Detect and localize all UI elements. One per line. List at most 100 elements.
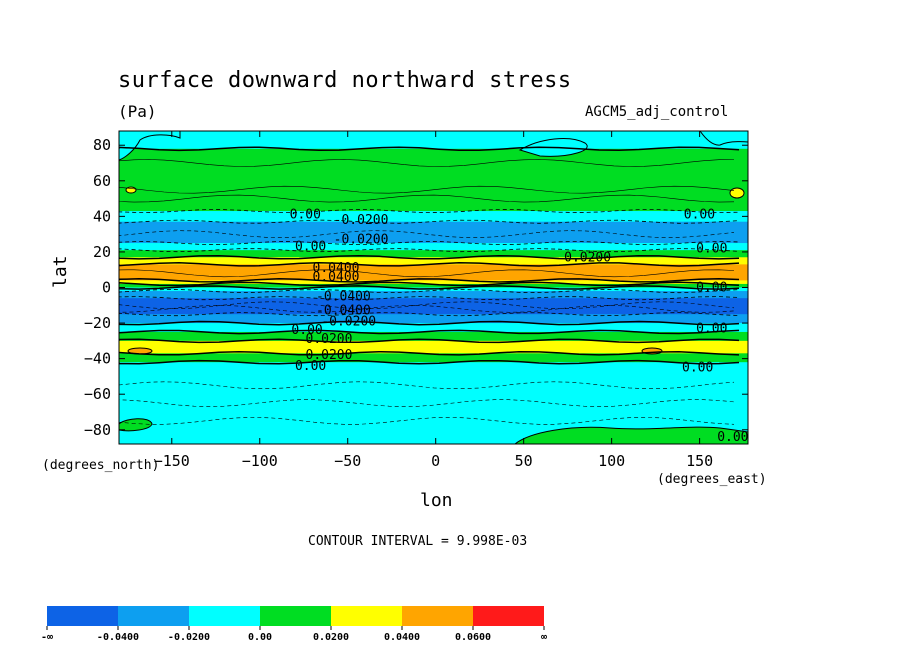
contour-label: -0.0200 bbox=[334, 232, 389, 247]
x-axis-label: lon bbox=[420, 490, 453, 511]
contour-label: 0.00 bbox=[290, 208, 321, 223]
contour-label: 0.0200 bbox=[306, 332, 353, 347]
y-tick-label: −20 bbox=[84, 314, 111, 332]
band-16 bbox=[119, 340, 748, 354]
band-8 bbox=[119, 280, 748, 285]
contour-thin-7 bbox=[119, 381, 735, 389]
contour-line-2 bbox=[119, 219, 740, 224]
contour-line-17 bbox=[119, 359, 740, 365]
contour-label: 0.0200 bbox=[306, 348, 353, 363]
contour-label: 0.00 bbox=[696, 321, 727, 336]
contour-label: 0.00 bbox=[717, 430, 748, 445]
band-1 bbox=[119, 148, 748, 212]
contour-line-9 bbox=[119, 285, 740, 290]
y-axis: 80 60 40 20 0 −20 −40 −60 −80 bbox=[84, 136, 748, 439]
contour-label: 0.00 bbox=[696, 281, 727, 296]
contour-line-15 bbox=[119, 338, 740, 344]
colorbar-swatch bbox=[260, 606, 331, 626]
contour-line-7 bbox=[119, 278, 740, 283]
blob-south-west-green bbox=[119, 418, 153, 432]
contour-line-11 bbox=[119, 296, 740, 301]
band-5 bbox=[119, 250, 748, 258]
contour-label: 0.00 bbox=[684, 208, 715, 223]
contour-thin-4 bbox=[119, 269, 735, 278]
contour-label: -0.0200 bbox=[321, 314, 376, 329]
y-tick-label: −80 bbox=[84, 421, 111, 439]
contour-label: 0.0200 bbox=[564, 250, 611, 265]
contour-line-8 bbox=[119, 281, 740, 287]
contour-blobs bbox=[119, 131, 748, 444]
contour-labels: 0.00 -0.0200-0.02000.000.02000.04000.0400… bbox=[290, 208, 748, 445]
x-tick-label: 100 bbox=[598, 452, 625, 470]
contour-thin-6 bbox=[119, 305, 735, 313]
band-3 bbox=[119, 221, 748, 244]
y-tick-label: 40 bbox=[93, 207, 111, 225]
y-tick-label: 80 bbox=[93, 136, 111, 154]
colorbar-label: -∞ bbox=[41, 632, 53, 643]
chart-title: surface downward northward stress bbox=[118, 68, 572, 93]
x-tick-label: −100 bbox=[242, 452, 278, 470]
band-9 bbox=[119, 283, 748, 288]
contour-lines bbox=[119, 146, 740, 425]
contour-line-13 bbox=[119, 320, 740, 326]
contour-line-12 bbox=[119, 312, 740, 317]
colorbar-swatch bbox=[331, 606, 402, 626]
contour-label: 0.0400 bbox=[313, 261, 360, 276]
blob-south-green bbox=[514, 426, 748, 444]
contour-line-4 bbox=[119, 248, 740, 253]
contour-line-6 bbox=[119, 262, 740, 267]
band-17 bbox=[119, 353, 748, 363]
contour-label: 0.00 bbox=[291, 323, 322, 338]
x-axis: −150 −100 −50 0 50 100 150 bbox=[154, 131, 713, 470]
band-14 bbox=[119, 323, 748, 333]
band-13 bbox=[119, 314, 748, 324]
contour-label: 0.00 bbox=[696, 241, 727, 256]
dataset-name: AGCM5_adj_control bbox=[585, 104, 729, 120]
contour-label: 0.00 bbox=[295, 240, 326, 255]
x-axis-unit: (degrees_east) bbox=[657, 472, 767, 487]
blob-north-east-cyan bbox=[699, 131, 748, 146]
contour-label: 0.00 bbox=[295, 359, 326, 374]
contour-line-5 bbox=[119, 254, 740, 260]
band-4 bbox=[119, 243, 748, 251]
band-15 bbox=[119, 331, 748, 342]
y-tick-label: 60 bbox=[93, 172, 111, 190]
band-2 bbox=[119, 211, 748, 223]
y-axis-unit: (degrees_north) bbox=[42, 458, 160, 473]
colorbar-label: 0.0400 bbox=[384, 632, 420, 643]
band-6 bbox=[119, 257, 748, 265]
colorbar-label: ∞ bbox=[541, 632, 547, 643]
colorbar-swatch bbox=[47, 606, 118, 626]
contour-thin-3 bbox=[119, 230, 735, 238]
contour-label: 0.0400 bbox=[313, 270, 360, 285]
contour-thin-9 bbox=[119, 417, 735, 425]
contour-thin-2 bbox=[119, 194, 735, 203]
colorbar-swatch bbox=[189, 606, 260, 626]
contour-thin-1 bbox=[119, 185, 735, 194]
x-tick-label: −150 bbox=[154, 452, 190, 470]
contour-label: -0.0200 bbox=[334, 213, 389, 228]
colorbar-label: -0.0400 bbox=[97, 632, 139, 643]
y-tick-label: 0 bbox=[102, 279, 111, 297]
x-tick-label: 50 bbox=[515, 452, 533, 470]
colorbar-swatch bbox=[473, 606, 544, 626]
y-axis-label: lat bbox=[50, 255, 71, 288]
band-0 bbox=[119, 131, 748, 150]
colorbar-swatch bbox=[402, 606, 473, 626]
filled-contour-bands bbox=[119, 131, 748, 444]
colorbar: -∞ -0.0400 -0.0200 0.00 0.0200 0.0400 0.0600 ∞ bbox=[41, 606, 547, 643]
colorbar-label: 0.0200 bbox=[313, 632, 349, 643]
band-7 bbox=[119, 264, 748, 281]
contour-line-10 bbox=[119, 289, 740, 294]
colorbar-label: 0.00 bbox=[248, 632, 272, 643]
contour-thin-0 bbox=[119, 159, 735, 167]
x-tick-label: 0 bbox=[431, 452, 440, 470]
y-tick-label: −60 bbox=[84, 385, 111, 403]
x-tick-label: 150 bbox=[686, 452, 713, 470]
colorbar-label: 0.0600 bbox=[455, 632, 491, 643]
y-tick-label: 20 bbox=[93, 243, 111, 261]
contour-label: 0.00 bbox=[682, 361, 713, 376]
contour-line-1 bbox=[119, 208, 740, 214]
contour-line-16 bbox=[119, 350, 740, 356]
